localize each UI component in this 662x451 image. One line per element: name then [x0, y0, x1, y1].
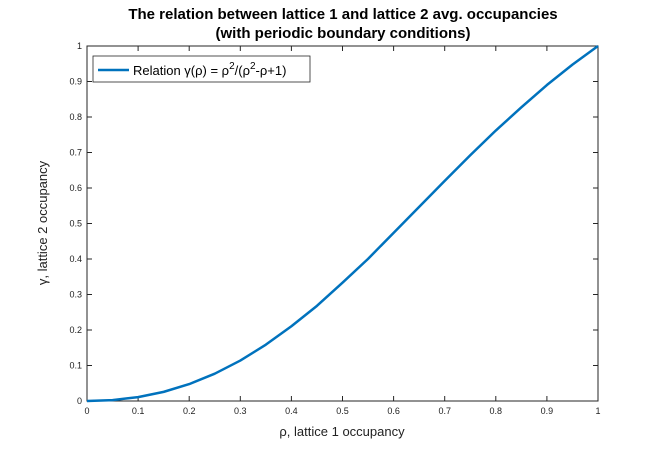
plot-area [86, 45, 599, 402]
x-tick-label-0: 0 [84, 406, 89, 416]
y-tick-label-0: 0 [77, 396, 82, 406]
y-tick-label-8: 0.8 [69, 112, 82, 122]
y-tick-label-7: 0.7 [69, 148, 82, 158]
x-axis: 0 0.1 0.2 0.3 0.4 0.5 0.6 0.7 0.8 0.9 1 [84, 46, 601, 416]
x-tick-label-3: 0.3 [234, 406, 247, 416]
chart-title-line-1: The relation between lattice 1 and latti… [128, 6, 557, 23]
y-tick-label-6: 0.6 [69, 183, 82, 193]
x-tick-label-4: 0.4 [285, 406, 298, 416]
legend-box [92, 55, 311, 83]
y-tick-label-4: 0.4 [69, 254, 82, 264]
legend-text-start: Relation γ(ρ) = ρ [133, 63, 229, 78]
x-tick-label-5: 0.5 [336, 406, 349, 416]
y-tick-label-9: 0.9 [69, 77, 82, 87]
chart-title-line-2: (with periodic boundary conditions) [216, 25, 471, 42]
y-axis: 0 0.1 0.2 0.3 0.4 0.5 0.6 0.7 0.8 0.9 1 [69, 41, 598, 406]
y-tick-label-2: 0.2 [69, 325, 82, 335]
x-tick-label-2: 0.2 [183, 406, 196, 416]
legend-superscript-2: 2 [250, 61, 256, 72]
x-tick-label-10: 1 [595, 406, 600, 416]
relation-curve [86, 44, 599, 403]
y-tick-label-1: 0.1 [69, 361, 82, 371]
y-tick-label-10: 1 [77, 41, 82, 51]
x-tick-label-7: 0.7 [438, 406, 451, 416]
y-tick-label-3: 0.3 [69, 290, 82, 300]
legend-text-end: -ρ+1) [256, 63, 287, 78]
legend-text-mid: /(ρ [235, 63, 250, 78]
legend: Relation γ(ρ) = ρ2/(ρ2-ρ+1) [92, 55, 311, 83]
legend-superscript-1: 2 [229, 61, 235, 72]
x-tick-label-1: 0.1 [132, 406, 145, 416]
y-tick-label-5: 0.5 [69, 219, 82, 229]
x-axis-label: ρ, lattice 1 occupancy [279, 424, 405, 439]
legend-label: Relation γ(ρ) = ρ2/(ρ2-ρ+1) [133, 61, 286, 78]
y-axis-label: γ, lattice 2 occupancy [35, 160, 50, 285]
x-tick-label-8: 0.8 [490, 406, 503, 416]
x-tick-label-6: 0.6 [387, 406, 400, 416]
x-tick-label-9: 0.9 [541, 406, 554, 416]
